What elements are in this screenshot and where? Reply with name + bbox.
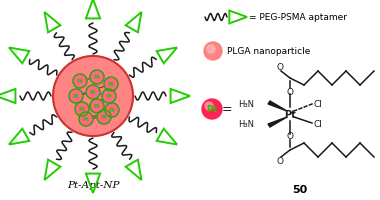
Text: O: O (277, 63, 283, 72)
Circle shape (105, 103, 119, 117)
Text: Pt: Pt (101, 115, 107, 120)
Text: O: O (287, 88, 293, 97)
Text: Pt: Pt (83, 117, 89, 122)
Text: = PEG-PSMA aptamer: = PEG-PSMA aptamer (249, 13, 347, 22)
Text: Pt: Pt (284, 109, 296, 119)
Text: Pt: Pt (206, 105, 217, 114)
Text: Pt-Apt-NP: Pt-Apt-NP (67, 181, 119, 190)
Circle shape (104, 78, 118, 92)
Text: 50: 50 (292, 184, 308, 194)
Circle shape (90, 100, 104, 113)
Text: Pt: Pt (108, 82, 114, 87)
Text: Pt: Pt (77, 79, 83, 84)
Circle shape (53, 57, 133, 136)
Circle shape (86, 86, 100, 100)
Polygon shape (268, 101, 287, 111)
Polygon shape (268, 117, 287, 127)
Text: Pt: Pt (79, 107, 86, 112)
Text: O: O (277, 157, 283, 166)
Text: Pt: Pt (94, 75, 100, 80)
Text: Pt: Pt (94, 104, 100, 109)
Circle shape (73, 75, 87, 89)
Text: Pt: Pt (106, 94, 112, 99)
Circle shape (69, 90, 83, 103)
Text: =: = (222, 103, 232, 116)
Circle shape (90, 71, 104, 85)
Circle shape (79, 112, 93, 126)
Circle shape (204, 43, 222, 61)
Circle shape (102, 90, 116, 103)
Text: Cl: Cl (314, 100, 323, 109)
Circle shape (75, 102, 89, 116)
Text: Pt: Pt (90, 90, 96, 95)
Circle shape (202, 100, 222, 119)
Text: O: O (287, 132, 293, 141)
Circle shape (97, 110, 111, 124)
Text: Pt: Pt (73, 94, 79, 99)
Circle shape (207, 46, 215, 54)
Text: PLGA nanoparticle: PLGA nanoparticle (227, 47, 310, 56)
Text: H₃N: H₃N (238, 100, 254, 109)
Text: Pt: Pt (109, 108, 115, 113)
Text: H₃N: H₃N (238, 120, 254, 129)
Circle shape (205, 102, 213, 110)
Text: Cl: Cl (314, 120, 323, 129)
